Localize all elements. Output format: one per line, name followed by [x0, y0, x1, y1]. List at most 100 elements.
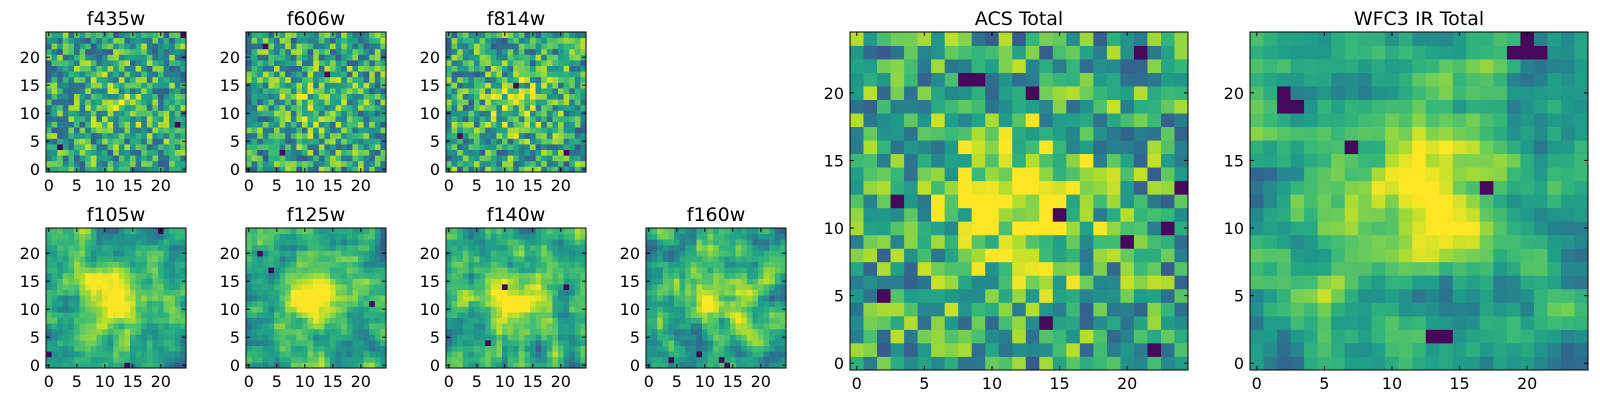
heatmap-cell	[124, 345, 131, 352]
heatmap-cell	[107, 261, 114, 268]
heatmap-cell	[752, 328, 759, 335]
heatmap-cell	[446, 256, 452, 262]
heatmap-cell	[169, 166, 176, 173]
heatmap-cell	[524, 82, 531, 89]
heatmap-cell	[998, 248, 1013, 263]
heatmap-cell	[124, 256, 131, 262]
heatmap-cell	[502, 144, 508, 150]
heatmap-cell	[518, 300, 525, 307]
heatmap-cell	[758, 295, 764, 302]
heatmap-cell	[296, 362, 303, 369]
heatmap-cell	[513, 149, 520, 156]
heatmap-cell	[363, 54, 370, 61]
heatmap-cell	[513, 256, 520, 262]
heatmap-cell	[257, 132, 264, 139]
x-tick-label: 5	[672, 372, 682, 391]
heatmap-cell	[46, 345, 52, 352]
heatmap-cell	[130, 37, 136, 44]
heatmap-cell	[68, 317, 75, 324]
heatmap-cell	[502, 328, 508, 335]
heatmap-cell	[552, 60, 559, 66]
heatmap-cell	[152, 250, 159, 257]
heatmap-cell	[257, 116, 264, 122]
heatmap-cell	[651, 261, 658, 268]
heatmap-cell	[285, 65, 292, 72]
heatmap-cell	[479, 362, 486, 369]
heatmap-cell	[268, 233, 275, 240]
heatmap-cell	[479, 334, 486, 341]
heatmap-cell	[113, 32, 120, 38]
heatmap-cell	[180, 328, 187, 335]
heatmap-cell	[246, 60, 252, 66]
heatmap-cell	[558, 93, 564, 100]
heatmap-cell	[685, 289, 692, 296]
heatmap-cell	[313, 127, 320, 134]
heatmap-cell	[324, 149, 331, 156]
heatmap-cell	[724, 351, 731, 358]
heatmap-cell	[479, 306, 486, 313]
heatmap-cell	[246, 160, 252, 167]
heatmap-cell	[1025, 302, 1040, 317]
heatmap-cell	[558, 43, 564, 50]
heatmap-cell	[696, 356, 703, 363]
x-tick-label: 5	[72, 176, 82, 195]
heatmap-cell	[674, 340, 680, 346]
heatmap-cell	[646, 261, 652, 268]
heatmap-cell	[468, 82, 475, 89]
heatmap-cell	[118, 116, 125, 122]
heatmap-cell	[763, 340, 770, 346]
heatmap-cell	[530, 116, 536, 122]
heatmap-cell	[141, 317, 148, 324]
heatmap-cell	[251, 48, 258, 55]
heatmap-cell	[330, 289, 336, 296]
heatmap-cell	[318, 284, 325, 290]
heatmap-cell	[513, 116, 520, 122]
heatmap-cell	[690, 334, 697, 341]
heatmap-cell	[713, 239, 720, 246]
heatmap-cell	[685, 328, 692, 335]
heatmap-cell	[1147, 248, 1162, 263]
heatmap-cell	[358, 250, 364, 257]
heatmap-cell	[352, 32, 359, 38]
heatmap-cell	[246, 340, 252, 346]
heatmap-cell	[541, 71, 548, 78]
heatmap-cell	[146, 306, 153, 313]
heatmap-cell	[674, 278, 680, 285]
heatmap-cell	[474, 121, 480, 128]
heatmap-cell	[513, 278, 520, 285]
heatmap-cell	[474, 48, 480, 55]
heatmap-cell	[296, 132, 303, 139]
heatmap-cell	[102, 244, 108, 251]
heatmap-cell	[541, 312, 548, 318]
heatmap-cell	[96, 93, 103, 100]
heatmap-cell	[158, 306, 164, 313]
heatmap-cell	[380, 144, 387, 150]
heatmap-cell	[46, 116, 52, 122]
heatmap-cell	[152, 239, 159, 246]
heatmap-cell	[141, 32, 148, 38]
heatmap-cell	[102, 233, 108, 240]
heatmap-cell	[262, 116, 269, 122]
heatmap-cell	[363, 261, 370, 268]
heatmap-cell	[369, 149, 376, 156]
heatmap-cell	[257, 261, 264, 268]
heatmap-cell	[1025, 342, 1040, 357]
heatmap-cell	[302, 76, 308, 83]
heatmap-cell	[574, 110, 581, 117]
heatmap-cell	[462, 60, 469, 66]
heatmap-cell	[1012, 356, 1027, 371]
heatmap-cell	[513, 289, 520, 296]
heatmap-cell	[451, 356, 458, 363]
heatmap-cell	[335, 71, 342, 78]
heatmap-cell	[558, 295, 564, 302]
heatmap-cell	[1106, 288, 1121, 303]
heatmap-cell	[462, 306, 469, 313]
heatmap-cell	[496, 256, 503, 262]
heatmap-cell	[96, 127, 103, 134]
heatmap-cell	[1066, 275, 1081, 290]
heatmap-cell	[696, 328, 703, 335]
heatmap-cell	[702, 289, 708, 296]
heatmap-cell	[118, 48, 125, 55]
heatmap-cell	[457, 48, 464, 55]
heatmap-cell	[518, 65, 525, 72]
